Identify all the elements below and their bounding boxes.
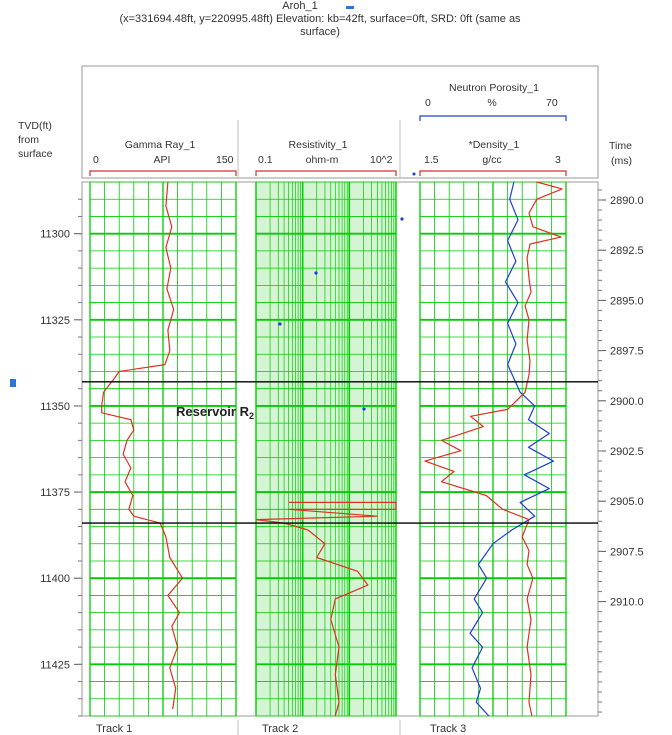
gamma-ray-curve [101, 181, 184, 710]
time-axis-label-1: Time [609, 140, 632, 152]
depth-tick-label: 11325 [40, 315, 70, 327]
axis-ticks: 11300 11325 11350 11375 11400 11425 2890.0 2892… [40, 189, 644, 717]
density-scale-bracket [419, 170, 567, 176]
log-curves [101, 181, 563, 717]
depth-tick-label: 11350 [40, 401, 70, 413]
plot-background [81, 181, 599, 717]
time-tick-label: 2892.5 [610, 245, 644, 257]
depth-axis-label-1: TVD(ft) [18, 120, 52, 132]
resistivity-grid-shade [256, 182, 396, 716]
track-header-frame [81, 65, 599, 179]
density-max: 3 [555, 154, 561, 166]
res-min: 0.1 [258, 154, 273, 166]
row-handle-icon[interactable] [10, 379, 16, 387]
time-tick-label: 2890.0 [610, 195, 644, 207]
depth-axis-label-2: from [18, 134, 39, 146]
plot-frame [81, 181, 599, 717]
time-tick-label: 2907.5 [610, 546, 644, 558]
res-scale-bracket [255, 170, 397, 176]
resistivity-spike-curve [255, 501, 397, 524]
neutron-unit: % [487, 97, 496, 109]
time-tick-label: 2895.0 [610, 295, 644, 307]
density-curve [424, 181, 563, 717]
track1-footer: Track 1 [96, 723, 132, 735]
reservoir-boundaries [82, 381, 598, 524]
res-unit: ohm-m [306, 154, 339, 166]
time-tick-label: 2902.5 [610, 446, 644, 458]
well-info-line1: (x=331694.48ft, y=220995.48ft) Elevation… [119, 13, 521, 25]
depth-axis-label-3: surface [18, 148, 53, 160]
stray-data-dot [400, 217, 404, 221]
well-info-line2: surface) [300, 26, 340, 38]
resistivity-curve [283, 522, 369, 717]
res-curve-name: Resistivity_1 [289, 139, 348, 151]
density-min: 1.5 [424, 154, 439, 166]
reservoir-annotation: Reservoir R2 [176, 404, 254, 421]
res-max: 10^2 [370, 154, 393, 166]
depth-tick-label: 11425 [40, 659, 70, 671]
plot-grid [89, 181, 567, 717]
depth-tick-label: 11375 [40, 487, 70, 499]
gr-unit: API [154, 154, 171, 166]
time-axis-label-2: (ms) [611, 155, 632, 167]
well-title: Aroh_1 [282, 0, 318, 12]
time-tick-label: 2897.5 [610, 346, 644, 358]
density-curve-name: *Density_1 [469, 139, 520, 151]
stray-data-dot [314, 271, 318, 275]
track3-footer: Track 3 [430, 723, 466, 735]
neutron-curve-name: Neutron Porosity_1 [449, 82, 539, 94]
density-unit: g/cc [482, 154, 501, 166]
time-tick-label: 2905.0 [610, 496, 644, 508]
depth-tick-label: 11400 [40, 573, 70, 585]
neutron-min: 0 [425, 97, 431, 109]
gr-scale-bracket [89, 170, 237, 176]
gr-min: 0 [93, 154, 99, 166]
time-tick-label: 2910.0 [610, 597, 644, 609]
neutron-scale-bracket [419, 115, 567, 121]
scatter-dots [278, 217, 404, 411]
stray-data-dot [362, 407, 366, 411]
stray-data-dot [278, 322, 282, 326]
gr-curve-name: Gamma Ray_1 [125, 139, 196, 151]
header-dot-icon [412, 172, 416, 176]
gr-max: 150 [216, 154, 234, 166]
neutron-porosity-curve [469, 181, 555, 717]
depth-tick-label: 11300 [40, 229, 70, 241]
neutron-max: 70 [546, 97, 558, 109]
time-tick-label: 2900.0 [610, 396, 644, 408]
track2-footer: Track 2 [262, 723, 298, 735]
selection-marker-icon[interactable] [346, 6, 354, 9]
